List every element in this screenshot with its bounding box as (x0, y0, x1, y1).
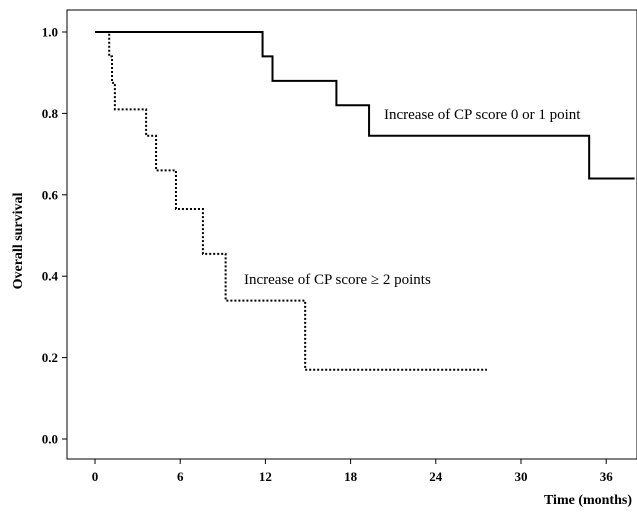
series-layer (95, 31, 635, 371)
y-tick-label: 0.8 (42, 106, 59, 121)
y-tick-label: 0.4 (42, 269, 59, 284)
axes: 0.0 0.2 0.4 0.6 0.8 1.0 0 6 12 18 24 30 36 (42, 9, 637, 484)
y-tick-label: 0.2 (42, 350, 58, 365)
x-tick-label: 6 (177, 469, 184, 484)
annotation-cp-0-1: Increase of CP score 0 or 1 point (384, 107, 581, 123)
annotation-cp-ge-2: Increase of CP score ≥ 2 points (244, 272, 431, 288)
survival-curve-1 (95, 31, 487, 371)
x-tick-label: 12 (259, 469, 272, 484)
y-tick-label: 0.0 (42, 432, 58, 447)
x-tick-label: 36 (600, 469, 614, 484)
x-axis-title: Time (months) (544, 493, 632, 508)
plot-frame (66, 9, 637, 460)
x-tick-label: 18 (344, 469, 358, 484)
x-tick-label: 30 (515, 469, 528, 484)
y-axis-title: Overall survival (11, 192, 26, 289)
x-tick-label: 0 (92, 469, 99, 484)
y-tick-label: 1.0 (42, 25, 58, 40)
y-tick-label: 0.6 (42, 187, 59, 202)
survival-curve-0 (95, 31, 635, 180)
x-tick-label: 24 (429, 469, 443, 484)
